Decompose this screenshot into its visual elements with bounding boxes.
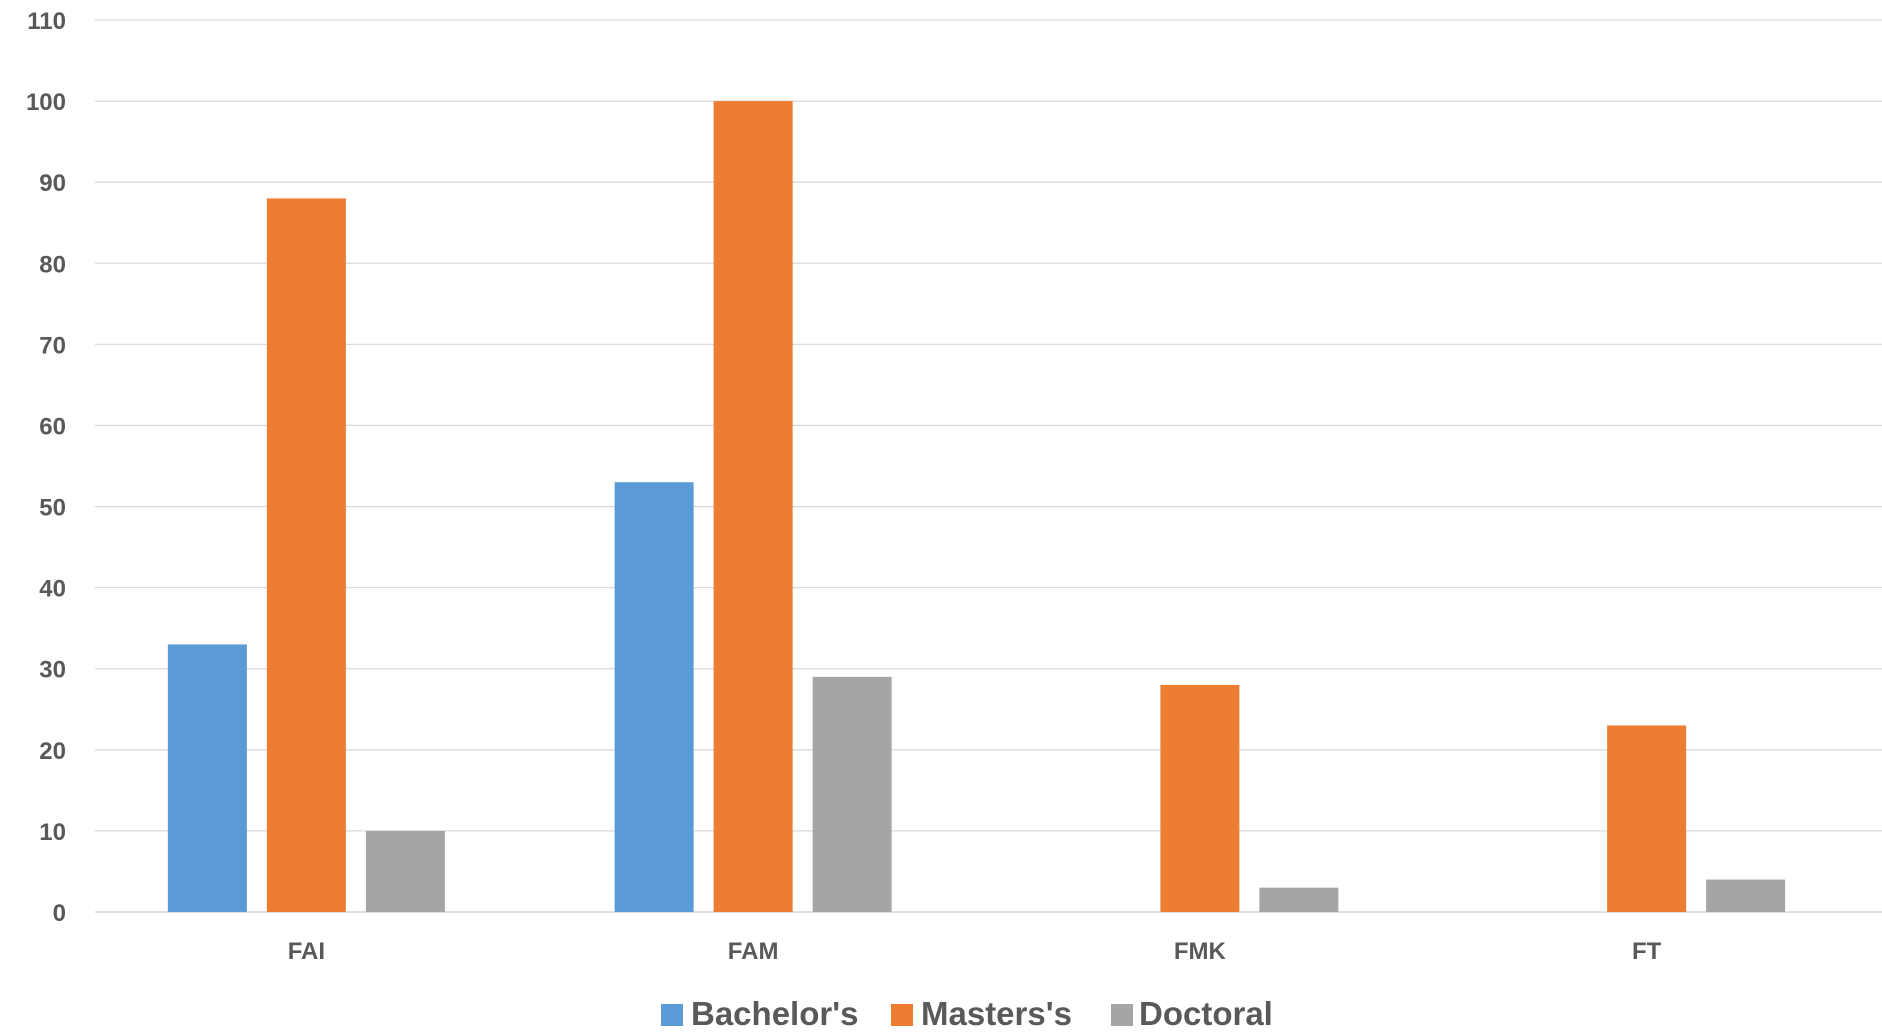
- y-tick-label: 90: [39, 170, 66, 197]
- bar-fam-series-1: [713, 101, 793, 912]
- y-tick-label: 80: [39, 251, 66, 278]
- y-tick-label: 20: [39, 738, 66, 765]
- legend-swatch: [891, 1004, 913, 1026]
- legend-item: Masters's: [891, 995, 1072, 1032]
- bar-fam-series-2: [812, 676, 892, 912]
- y-tick-label: 50: [39, 495, 66, 522]
- legend-label: Bachelor's: [691, 995, 858, 1031]
- legend-swatch: [661, 1004, 683, 1026]
- legend-item: Doctoral: [1111, 995, 1273, 1032]
- bar-fam-series-0: [614, 482, 694, 912]
- legend-label: Doctoral: [1139, 995, 1273, 1031]
- bar-fai-series-0: [167, 644, 247, 912]
- bar-fai-series-1: [266, 198, 346, 912]
- bar-ft-series-2: [1706, 879, 1786, 912]
- y-tick-label: 110: [27, 8, 66, 35]
- bar-ft-series-1: [1607, 725, 1687, 912]
- y-tick-label: 0: [53, 900, 66, 927]
- y-tick-label: 30: [39, 657, 66, 684]
- bar-fai-series-2: [365, 830, 445, 912]
- y-tick-label: 70: [39, 332, 66, 359]
- x-tick-label: FAM: [728, 938, 779, 965]
- x-tick-label: FMK: [1174, 938, 1227, 965]
- y-tick-label: 60: [39, 413, 66, 440]
- y-tick-label: 100: [26, 89, 66, 116]
- bars: [167, 101, 1786, 912]
- bar-fmk-series-2: [1259, 887, 1339, 912]
- legend: Bachelor's Masters's Doctoral: [661, 995, 1273, 1032]
- legend-swatch: [1111, 1004, 1133, 1026]
- y-axis-ticks: 0 10 20 30 40 50 60 70 80 90 100 110: [26, 8, 66, 927]
- gridlines: [95, 19, 1882, 913]
- y-tick-label: 40: [39, 576, 66, 603]
- x-tick-label: FT: [1632, 938, 1662, 965]
- x-axis-ticks: FAI FAM FMK FT: [288, 938, 1662, 965]
- bar-fmk-series-1: [1160, 684, 1240, 912]
- x-tick-label: FAI: [288, 938, 325, 965]
- legend-label: Masters's: [921, 995, 1072, 1031]
- y-tick-label: 10: [39, 819, 66, 846]
- legend-item: Bachelor's: [661, 995, 858, 1032]
